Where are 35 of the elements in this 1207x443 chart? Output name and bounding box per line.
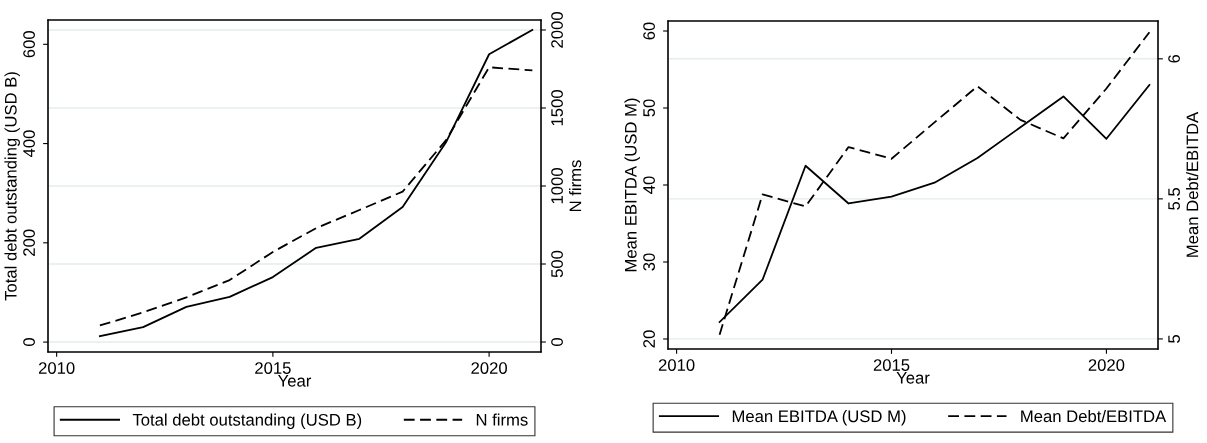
x-axis-title: Year (896, 372, 930, 384)
y2-axis-title: Mean Debt/EBITDA (1186, 111, 1199, 257)
y-tick-label: 40 (643, 176, 655, 194)
y-tick-label: 400 (23, 130, 35, 158)
legend-label: Mean EBITDA (USD M) (732, 409, 906, 426)
legend-label: Total debt outstanding (USD B) (132, 413, 362, 430)
y2-axis-title: N firms (569, 160, 582, 212)
x-axis-title: Year (278, 375, 312, 387)
line-series (718, 31, 1151, 336)
y2-tick-label: 1500 (551, 90, 563, 126)
y-tick-label: 200 (23, 229, 35, 256)
y2-tick-label: 0 (551, 338, 563, 346)
y-axis-title: Total debt outstanding (USD B) (4, 72, 20, 301)
x-tick-label: 2020 (1088, 359, 1125, 371)
x-tick-label: 2010 (38, 362, 75, 374)
y2-tick-label: 500 (551, 250, 563, 278)
y-tick-label: 30 (643, 253, 655, 271)
x-tick-label: 2020 (471, 362, 507, 374)
line-series (98, 29, 534, 338)
y2-tick-label: 1000 (551, 168, 563, 204)
y-tick-label: 600 (23, 31, 35, 58)
y2-tick-label: 2000 (551, 12, 563, 48)
y-axis-title: Mean EBITDA (USD M) (624, 98, 640, 272)
y-tick-label: 60 (643, 22, 655, 40)
legend-label: N firms (476, 413, 528, 426)
x-tick-label: 2010 (658, 359, 695, 371)
x-tick-label: 2015 (873, 359, 910, 371)
y2-tick-label: 5.5 (1168, 187, 1180, 210)
y2-tick-label: 6 (1168, 54, 1180, 63)
x-tick-label: 2015 (255, 362, 291, 374)
y-tick-label: 20 (643, 330, 655, 348)
y2-tick-label: 5 (1168, 334, 1180, 343)
legend-label: Mean Debt/EBITDA (1021, 409, 1167, 423)
y-tick-label: 0 (23, 338, 35, 347)
y-tick-label: 50 (643, 99, 655, 117)
